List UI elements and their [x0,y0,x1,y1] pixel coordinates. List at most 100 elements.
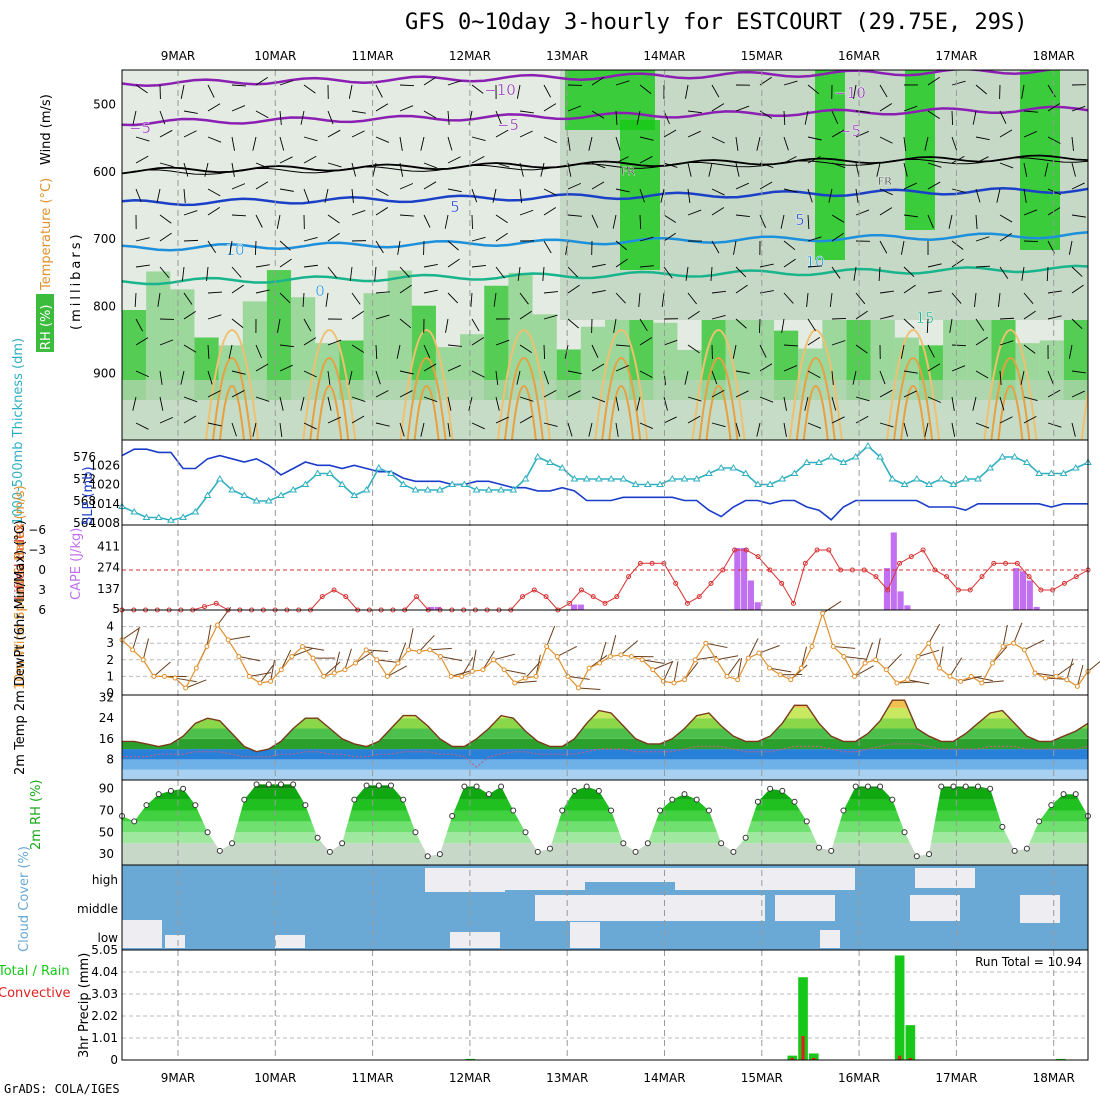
temp-ylabel: 2m Temp 2m DewPt (6hr Min/Max) (°C) [13,520,28,775]
wind-barb [687,292,697,305]
rh-shade-moist [905,70,935,230]
wind-barb [303,422,317,430]
li-point [1014,560,1020,566]
wind-barb [493,292,497,307]
wind-barb [420,136,425,151]
date-label-top: 11MAR [352,49,394,63]
wind-barb [903,182,917,190]
thickness-line-point [925,480,933,487]
contour-label: 5 [450,198,460,216]
slp-tick: 1014 [89,497,120,511]
wind-barb [231,422,237,437]
wind-barb-10m [758,645,780,654]
wind-barb [591,344,599,358]
wind-barb [591,289,606,294]
wind-speed-point [427,647,433,653]
wind-barb-10m [673,661,679,684]
wind-barb [229,240,233,255]
wind-barb [206,266,209,281]
wind-barb [711,389,725,398]
wind-barb [1023,131,1038,138]
wind-barb-10m [726,658,741,677]
wind-barb-10m [716,655,739,661]
wind-barb-10m [907,679,930,685]
temp-contour-dome [997,385,1024,440]
wind-barb [303,237,318,242]
rh-band [122,799,1088,811]
wind-barb [855,162,860,177]
cape-label: CAPE (J/kg) [69,528,84,600]
thickness-line-point [423,486,432,493]
wind-barb-10m [843,655,866,660]
wind-barb [831,232,844,242]
wind-tick: 3 [106,636,114,650]
rh-point [265,781,272,788]
wind-barb [471,84,484,94]
rh-shade-moist [815,70,845,260]
wind-barb [543,207,557,216]
wind-barb [903,370,918,374]
wind-barb [781,318,785,333]
wind-barb [375,370,381,385]
wind-barb [543,291,558,294]
wind-barb [567,390,581,398]
wind-barb [519,130,533,138]
wind-barb [1071,182,1085,190]
wind-barb [231,84,246,87]
wind-barb [759,214,767,229]
wind-barb [903,390,917,398]
wind-barb [853,266,857,281]
wind-speed-point [862,660,868,666]
temperature-label: Temperature (°C) [39,178,54,291]
thickness-line-point [607,475,615,482]
wind-barb [687,344,700,354]
cape-bar [577,604,584,610]
wind-speed-point [735,677,741,683]
wind-barb [1021,266,1025,281]
wind-barb [663,339,678,346]
wind-barb [279,156,293,164]
wind-barb [951,110,954,126]
wind-speed-point [724,673,730,679]
thickness-line-point [692,475,701,482]
contour-label: 5 [795,211,805,229]
wind-barb [279,422,283,437]
wind-barb [711,370,718,385]
thickness-line-point [1047,469,1056,476]
wind-barb [975,422,990,429]
wind-barb [327,416,341,424]
li-point [755,554,761,560]
thickness-line-point [1071,464,1080,471]
wind-barb [710,266,713,281]
wind-barb [927,290,942,294]
wind-speed-point [767,665,773,671]
wind-barb [445,318,449,333]
wind-speed-point [1021,647,1027,653]
wind-barb [615,292,626,304]
chart-title: GFS 0~10day 3-hourly for ESTCOURT (29.75… [405,10,1028,35]
wind-barb [591,76,604,86]
wind-barb [444,214,449,229]
wind-barb [564,344,569,359]
rh-point [693,796,700,803]
slp-tick: 1008 [89,516,120,530]
thickness-line-point [937,475,946,482]
thickness-line-point [448,480,457,487]
wind-barb [758,318,761,334]
wind-barb [831,162,846,169]
wind-barb [516,84,521,99]
li-point [873,574,879,580]
rh-point [216,847,223,854]
wind-barb [855,292,866,305]
thickness-line-point [986,464,995,471]
wind-barb [1071,136,1074,151]
wind-barb [999,317,1015,320]
thickness-line-point [570,475,579,482]
wind-barb [519,415,533,424]
wind-speed-point [1000,644,1006,650]
wind-barb-10m [376,659,399,664]
wind-barb [495,110,502,125]
temp-contour-dome [705,385,732,440]
wind-barb [1047,422,1062,428]
